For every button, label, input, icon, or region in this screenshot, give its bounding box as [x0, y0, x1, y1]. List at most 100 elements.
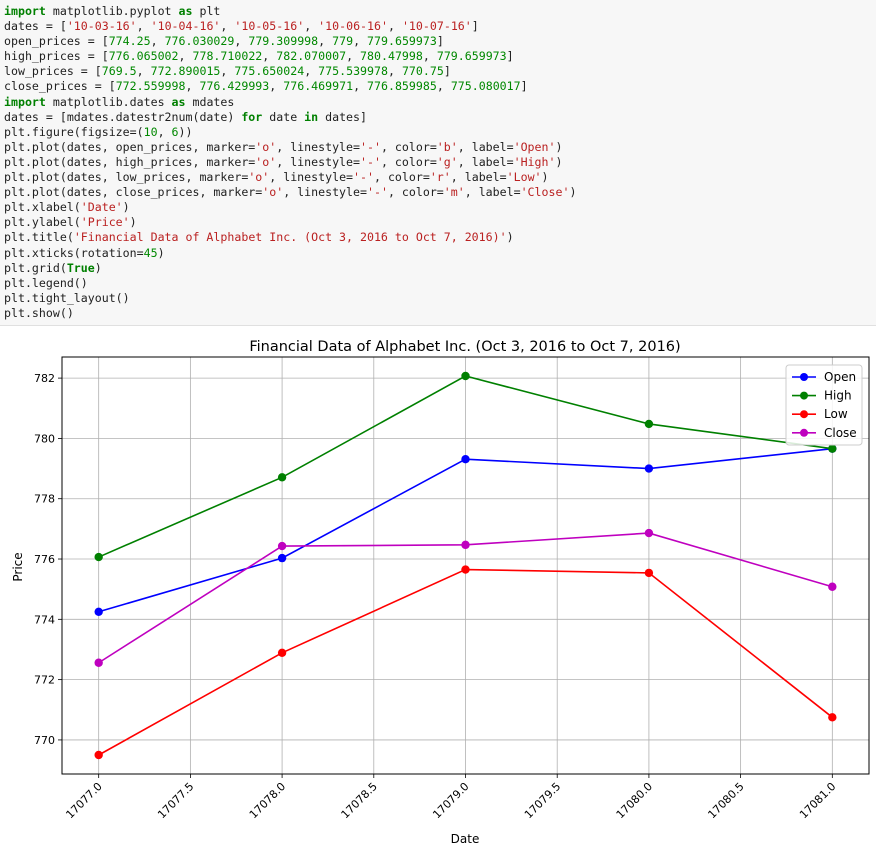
code-token: 776.469971	[283, 79, 354, 94]
code-token: high_prices = [	[4, 49, 109, 64]
data-point	[461, 371, 470, 381]
code-token: , label=	[457, 154, 514, 169]
code-token: '-'	[366, 185, 388, 200]
data-point	[94, 750, 103, 760]
code-token: 'o'	[262, 185, 284, 200]
code-line: high_prices = [776.065002, 778.710022, 7…	[4, 49, 876, 64]
data-point	[277, 553, 287, 563]
code-token: 'b'	[436, 139, 458, 154]
legend-marker	[800, 428, 808, 437]
code-token: , linestyle=	[276, 139, 360, 154]
code-token: plt.xlabel(	[4, 200, 81, 215]
code-line: dates = [mdates.datestr2num(date) for da…	[4, 110, 876, 125]
code-token: ,	[304, 19, 319, 34]
code-token: '10-07-16'	[401, 19, 472, 34]
y-tick-label: 776	[34, 553, 55, 566]
tick-labels: 17077.0 17077.5 17078.0 17078.5 17079.0 17079…	[34, 372, 838, 821]
code-token: ,	[387, 19, 402, 34]
data-point	[277, 541, 287, 551]
grid-lines	[62, 357, 869, 774]
legend: Open High Low Close	[785, 364, 863, 446]
code-token: 775.080017	[450, 79, 521, 94]
code-token: 776.065002	[108, 49, 179, 64]
data-point	[828, 713, 837, 722]
code-token: low_prices = [	[4, 64, 102, 79]
code-token: ))	[178, 124, 193, 139]
code-token: , label=	[457, 139, 514, 154]
data-point	[94, 552, 103, 562]
data-point	[644, 419, 654, 429]
code-line: plt.grid(True)	[4, 261, 876, 276]
code-token: 'Financial Data of Alphabet Inc. (Oct 3,…	[73, 230, 507, 245]
legend-label: Close	[824, 426, 857, 440]
code-token: '-'	[360, 139, 381, 154]
code-token: '-'	[360, 154, 381, 169]
code-token: ,	[178, 49, 193, 64]
y-tick-label: 782	[34, 372, 55, 385]
code-token: 779.659973	[367, 34, 437, 49]
code-token: as	[171, 94, 186, 109]
data-point	[644, 528, 654, 538]
legend-label: Open	[824, 370, 856, 384]
code-token: ,	[136, 64, 151, 79]
code-token: 'm'	[443, 185, 465, 200]
series-lines	[94, 371, 837, 760]
code-token: matplotlib.pyplot	[45, 4, 179, 18]
code-token: 769.5	[101, 64, 137, 79]
code-token: 'Open'	[513, 139, 556, 154]
code-token: , color=	[380, 139, 437, 154]
code-token: import	[4, 94, 46, 109]
legend-marker	[800, 410, 808, 419]
legend-label: High	[824, 389, 852, 403]
code-token: ,	[422, 49, 437, 64]
code-token: plt.ylabel(	[4, 215, 81, 230]
code-token: )	[157, 245, 165, 260]
code-line: open_prices = [774.25, 776.030029, 779.3…	[4, 34, 876, 49]
x-tick-label: 17078.5	[339, 780, 380, 821]
code-token: 776.859985	[367, 79, 437, 94]
code-token: True	[66, 260, 95, 275]
chart-title: Financial Data of Alphabet Inc. (Oct 3, …	[249, 339, 680, 355]
code-token: 'Price'	[80, 215, 130, 230]
code-token: '-'	[353, 170, 374, 185]
data-point	[644, 464, 654, 473]
code-editor[interactable]: import matplotlib.pyplot as plt dates = […	[4, 4, 876, 321]
code-token: ,	[234, 34, 249, 49]
code-token: ,	[157, 124, 172, 139]
code-token: 775.650024	[234, 64, 305, 79]
code-token: )	[555, 154, 563, 169]
code-line: plt.legend()	[4, 276, 876, 291]
code-token: 6	[171, 124, 179, 139]
y-tick-label: 778	[34, 493, 55, 506]
code-token: , linestyle=	[269, 170, 354, 185]
code-token: plt.plot(dates, open_prices, marker=	[4, 139, 256, 154]
legend-box	[785, 364, 863, 446]
x-tick-label: 17078.0	[247, 780, 288, 821]
code-token: ,	[220, 19, 235, 34]
code-token: plt.tight_layout()	[4, 290, 130, 305]
code-token: dates = [mdates.datestr2num(date)	[4, 109, 242, 124]
legend-marker	[800, 391, 808, 400]
code-token: 779.309998	[248, 34, 319, 49]
code-token: ,	[136, 19, 151, 34]
code-token: plt.figure(figsize=(	[4, 124, 144, 139]
code-token: date	[262, 109, 305, 124]
code-token: 779.659973	[436, 49, 507, 64]
code-token: plt.show()	[4, 305, 74, 320]
x-tick-label: 17080.5	[705, 780, 746, 821]
code-line: plt.ylabel('Price')	[4, 215, 876, 230]
code-line: import matplotlib.dates as mdates	[4, 95, 876, 110]
code-token: 'o'	[255, 154, 277, 169]
code-cell[interactable]: import matplotlib.pyplot as plt dates = […	[0, 0, 876, 326]
code-token: )	[122, 200, 130, 215]
code-line: plt.xlabel('Date')	[4, 200, 876, 215]
code-token: '10-04-16'	[150, 19, 221, 34]
y-tick-label: 780	[34, 432, 55, 445]
code-token: dates = [	[4, 19, 67, 34]
code-token: 'Close'	[520, 185, 570, 200]
code-token: ,	[269, 79, 284, 94]
code-token: )	[541, 170, 549, 185]
code-line: close_prices = [772.559998, 776.429993, …	[4, 79, 876, 94]
code-token: , linestyle=	[276, 154, 360, 169]
code-token: , color=	[373, 170, 430, 185]
